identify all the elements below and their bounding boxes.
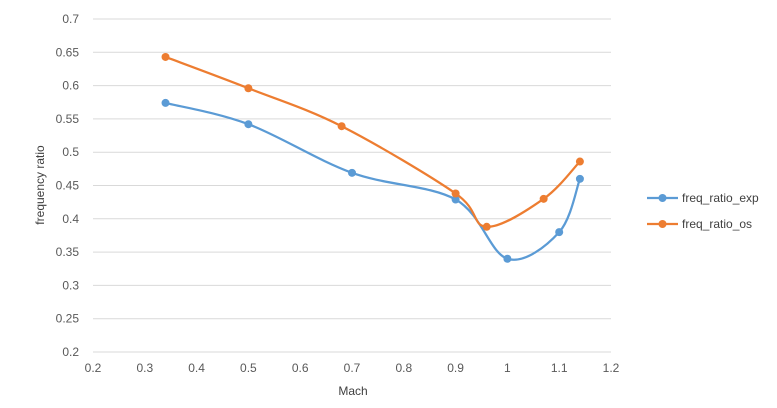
y-tick-label: 0.7 xyxy=(62,12,79,26)
x-tick-label: 0.8 xyxy=(395,361,412,375)
y-tick-label: 0.55 xyxy=(56,112,80,126)
data-point xyxy=(451,189,460,198)
legend: freq_ratio_exp freq_ratio_os xyxy=(647,191,759,231)
data-point xyxy=(244,84,253,93)
x-tick-label: 1 xyxy=(504,361,511,375)
data-point xyxy=(337,122,346,131)
x-axis-title: Mach xyxy=(338,384,367,398)
y-tick-label: 0.5 xyxy=(62,145,79,159)
data-point xyxy=(161,52,170,61)
data-point xyxy=(539,194,548,203)
series-line xyxy=(165,55,581,228)
data-point xyxy=(161,98,170,107)
legend-item-freq_ratio_os: freq_ratio_os xyxy=(647,217,752,231)
data-point xyxy=(575,157,584,166)
series-freq_ratio_os xyxy=(161,52,584,231)
data-point xyxy=(503,254,512,263)
data-point xyxy=(244,120,253,129)
y-axis-ticks: 0.2 0.25 0.3 0.35 0.4 0.45 0.5 0.55 0.6 0.65 0.7 xyxy=(56,12,80,359)
legend-label: freq_ratio_exp xyxy=(682,191,759,205)
x-tick-label: 0.7 xyxy=(344,361,361,375)
x-tick-label: 0.6 xyxy=(292,361,309,375)
y-tick-label: 0.4 xyxy=(62,212,79,226)
x-tick-label: 0.5 xyxy=(240,361,257,375)
y-tick-label: 0.2 xyxy=(62,345,79,359)
y-tick-label: 0.65 xyxy=(56,45,80,59)
x-tick-label: 1.2 xyxy=(603,361,620,375)
gridlines xyxy=(93,18,611,353)
y-tick-label: 0.35 xyxy=(56,245,80,259)
y-tick-label: 0.45 xyxy=(56,179,80,193)
series-group xyxy=(161,52,584,263)
x-tick-label: 0.9 xyxy=(447,361,464,375)
legend-item-freq_ratio_exp: freq_ratio_exp xyxy=(647,191,759,205)
x-tick-label: 0.2 xyxy=(85,361,102,375)
legend-marker xyxy=(658,220,667,228)
y-tick-label: 0.25 xyxy=(56,312,80,326)
series-freq_ratio_exp xyxy=(161,98,584,263)
x-axis-ticks: 0.2 0.3 0.4 0.5 0.6 0.7 0.8 0.9 1 1.1 1.2 xyxy=(85,361,620,375)
data-point xyxy=(451,195,460,204)
legend-marker xyxy=(658,194,667,202)
data-point xyxy=(555,228,564,237)
data-point xyxy=(348,168,356,177)
legend-label: freq_ratio_os xyxy=(682,217,752,231)
y-tick-label: 0.3 xyxy=(62,278,79,292)
data-point xyxy=(575,174,584,183)
y-axis-title: frequency ratio xyxy=(33,145,47,225)
x-tick-label: 0.3 xyxy=(136,361,153,375)
series-line xyxy=(165,101,581,261)
x-tick-label: 0.4 xyxy=(188,361,205,375)
x-tick-label: 1.1 xyxy=(551,361,568,375)
data-point xyxy=(482,222,491,231)
y-tick-label: 0.6 xyxy=(62,79,79,93)
